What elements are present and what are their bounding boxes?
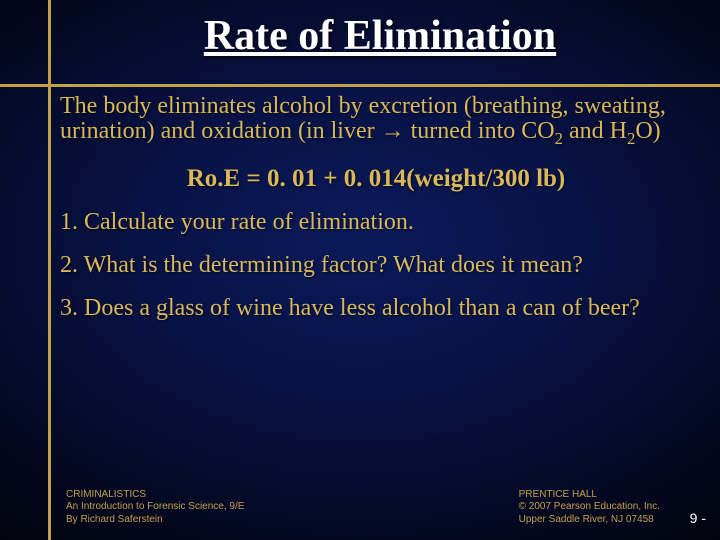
vertical-rule xyxy=(48,0,51,540)
intro-text: The body eliminates alcohol by excretion… xyxy=(60,94,692,148)
footer-left-line3: By Richard Saferstein xyxy=(66,514,244,527)
question-3: 3. Does a glass of wine have less alcoho… xyxy=(60,296,692,321)
page-number: 9 - xyxy=(690,510,706,526)
slide-title: Rate of Elimination xyxy=(60,12,700,60)
question-2: 2. What is the determining factor? What … xyxy=(60,253,692,278)
footer-left: CRIMINALISTICS An Introduction to Forens… xyxy=(66,489,244,527)
footer-right-line1: PRENTICE HALL xyxy=(519,489,660,502)
footer-right: PRENTICE HALL © 2007 Pearson Education, … xyxy=(519,489,660,527)
footer-left-line2: An Introduction to Forensic Science, 9/E xyxy=(66,501,244,514)
slide: Rate of Elimination The body eliminates … xyxy=(0,0,720,540)
footer-right-line3: Upper Saddle River, NJ 07458 xyxy=(519,514,660,527)
formula: Ro.E = 0. 01 + 0. 014(weight/300 lb) xyxy=(60,166,692,192)
question-1: 1. Calculate your rate of elimination. xyxy=(60,210,692,235)
footer-left-line1: CRIMINALISTICS xyxy=(66,489,244,502)
slide-body: The body eliminates alcohol by excretion… xyxy=(60,94,692,339)
horizontal-rule xyxy=(0,84,720,87)
footer-right-line2: © 2007 Pearson Education, Inc. xyxy=(519,501,660,514)
